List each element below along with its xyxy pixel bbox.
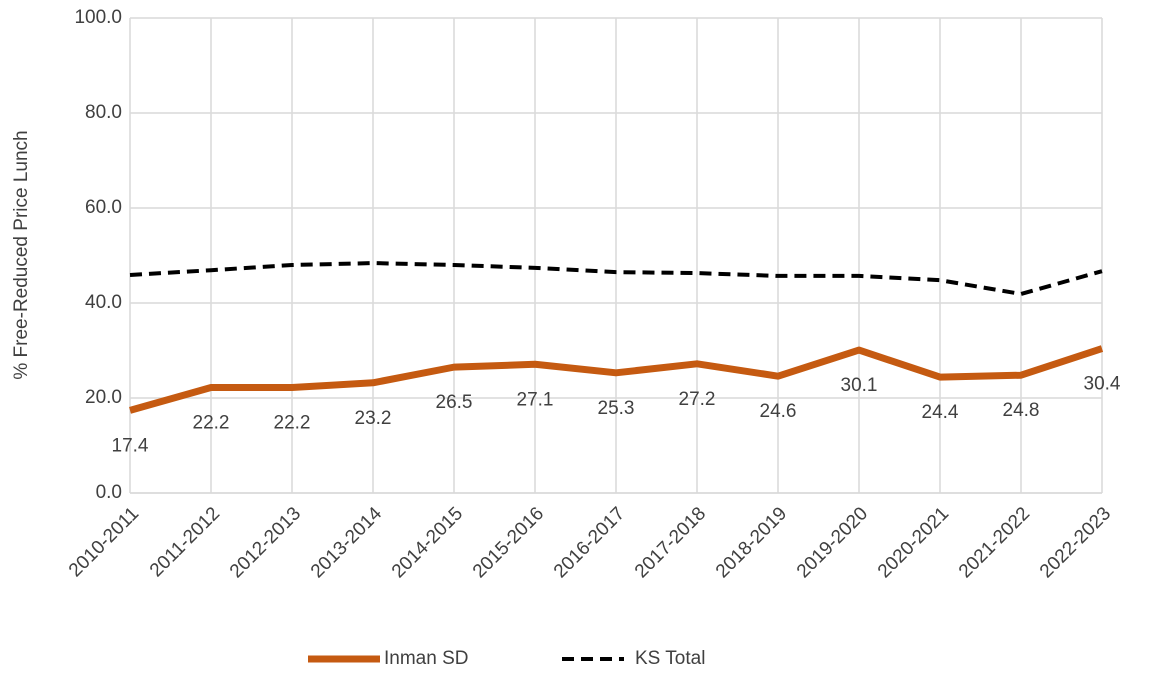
- x-tick-label: 2017-2018: [631, 503, 710, 582]
- data-label: 24.6: [760, 401, 797, 422]
- x-tick-label: 2015-2016: [469, 503, 548, 582]
- x-tick-label: 2018-2019: [712, 503, 791, 582]
- x-tick-label: 2016-2017: [550, 503, 629, 582]
- x-tick-label: 2013-2014: [307, 503, 386, 582]
- data-label: 22.2: [274, 413, 311, 434]
- x-tick-label: 2011-2012: [146, 503, 224, 581]
- y-tick-label: 80.0: [85, 102, 122, 123]
- data-label: 24.8: [1003, 400, 1040, 421]
- y-axis-title: % Free-Reduced Price Lunch: [11, 130, 32, 379]
- x-tick-label: 2014-2015: [388, 503, 467, 582]
- legend-label: Inman SD: [384, 648, 468, 669]
- data-label: 25.3: [598, 398, 635, 419]
- line-series: [129, 261, 1103, 296]
- y-tick-label: 40.0: [85, 292, 122, 313]
- y-tick-label: 20.0: [85, 387, 122, 408]
- data-label: 24.4: [922, 402, 959, 423]
- data-label: 17.4: [112, 435, 149, 456]
- y-tick-label: 100.0: [74, 7, 122, 28]
- data-label: 30.1: [841, 375, 878, 396]
- y-tick-label: 0.0: [96, 482, 122, 503]
- x-tick-label: 2020-2021: [874, 503, 953, 582]
- data-label: 26.5: [436, 392, 473, 413]
- legend-label: KS Total: [635, 648, 705, 669]
- x-tick-label: 2019-2020: [793, 503, 872, 582]
- y-tick-label: 60.0: [85, 197, 122, 218]
- x-tick-label: 2012-2013: [226, 503, 305, 582]
- data-label: 22.2: [193, 413, 230, 434]
- line-series: [129, 345, 1104, 414]
- x-tick-label: 2021-2022: [955, 503, 1034, 582]
- x-tick-label: 2010-2011: [65, 503, 143, 581]
- data-label: 27.2: [679, 389, 716, 410]
- data-label: 27.1: [517, 389, 554, 410]
- data-label: 23.2: [355, 408, 392, 429]
- x-tick-label: 2022-2023: [1036, 503, 1115, 582]
- data-label: 30.4: [1084, 374, 1121, 395]
